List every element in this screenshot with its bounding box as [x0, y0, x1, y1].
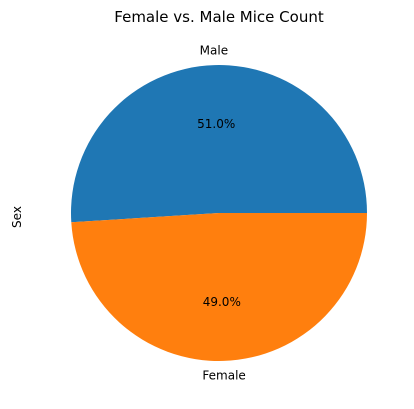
pie-slice-male: [71, 65, 368, 223]
pie-slice-female: [71, 213, 368, 362]
slice-percent-female: 49.0%: [203, 295, 241, 309]
chart-title: Female vs. Male Mice Count: [114, 8, 324, 26]
slice-label-female: Female: [202, 369, 245, 383]
slice-label-male: Male: [200, 43, 228, 57]
slice-percent-male: 51.0%: [197, 117, 235, 131]
y-axis-label: Sex: [10, 206, 24, 228]
pie-slices: [71, 65, 368, 362]
pie-labels: Male 51.0% Female 49.0%: [197, 43, 246, 382]
